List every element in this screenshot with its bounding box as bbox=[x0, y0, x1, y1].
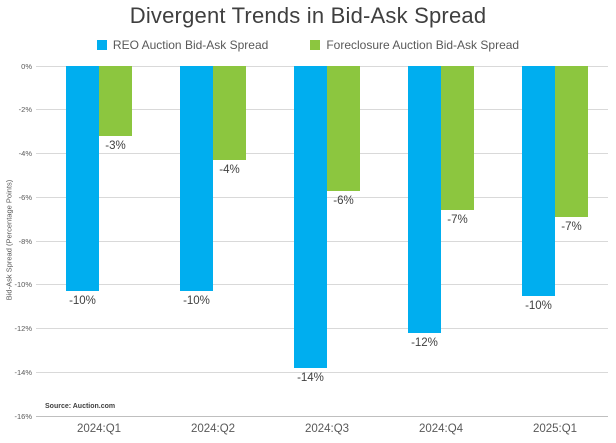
y-axis-tick-label: -6% bbox=[18, 192, 32, 202]
bar-foreclosure-2025q1 bbox=[555, 66, 588, 217]
bar-label-reo-2024q3: -14% bbox=[297, 371, 324, 384]
bar-label-foreclosure-2024q1: -3% bbox=[105, 140, 126, 152]
y-axis-tick-label: -8% bbox=[18, 236, 32, 246]
source-note: Source: Auction.com bbox=[45, 403, 116, 410]
x-axis-label-2024q2: 2024:Q2 bbox=[190, 423, 236, 435]
bar-reo-2024q1 bbox=[66, 66, 99, 292]
x-axis-label-2025q1: 2025:Q1 bbox=[532, 423, 578, 435]
bar-label-foreclosure-2024q4: -7% bbox=[447, 214, 468, 227]
gridline bbox=[36, 371, 608, 373]
bar-label-reo-2024q1: -10% bbox=[69, 295, 96, 308]
bar-label-reo-2024q4: -12% bbox=[411, 336, 438, 349]
y-axis-tick-label: -4% bbox=[18, 149, 32, 158]
y-axis-tick-label: -16% bbox=[14, 411, 32, 421]
legend-item-reo: REO Auction Bid-Ask Spread bbox=[96, 38, 269, 52]
legend: REO Auction Bid-Ask Spread Foreclosure A… bbox=[0, 38, 616, 52]
bar-foreclosure-2024q2 bbox=[213, 66, 246, 161]
legend-swatch-foreclosure-icon bbox=[310, 40, 321, 50]
bar-reo-2024q2 bbox=[180, 66, 213, 292]
x-axis-label-2024q1: 2024:Q1 bbox=[76, 423, 122, 435]
bar-label-foreclosure-2024q2: -4% bbox=[219, 164, 240, 177]
y-axis-tick-label: -12% bbox=[14, 324, 32, 333]
bar-label-reo-2024q2: -10% bbox=[183, 295, 210, 308]
legend-swatch-reo-icon bbox=[96, 40, 107, 50]
bar-reo-2024q4 bbox=[408, 66, 441, 333]
bar-foreclosure-2024q1 bbox=[99, 66, 132, 136]
bar-label-foreclosure-2025q1: -7% bbox=[561, 220, 582, 233]
legend-item-foreclosure: Foreclosure Auction Bid-Ask Spread bbox=[310, 38, 519, 52]
bar-label-reo-2025q1: -10% bbox=[525, 299, 552, 312]
x-axis-label-2024q4: 2024:Q4 bbox=[418, 423, 464, 435]
x-axis-line bbox=[36, 415, 608, 417]
bar-foreclosure-2024q4 bbox=[441, 66, 474, 211]
y-axis-tick-label: -14% bbox=[14, 367, 32, 377]
bar-reo-2024q3 bbox=[294, 66, 327, 368]
bar-label-foreclosure-2024q3: -6% bbox=[333, 194, 354, 207]
chart-title: Divergent Trends in Bid-Ask Spread bbox=[129, 3, 487, 28]
bar-reo-2025q1 bbox=[522, 66, 555, 296]
y-axis-tick-label: -10% bbox=[14, 280, 32, 290]
legend-label-reo: REO Auction Bid-Ask Spread bbox=[112, 38, 269, 52]
legend-label-foreclosure: Foreclosure Auction Bid-Ask Spread bbox=[326, 38, 520, 52]
y-axis-tick-label: -2% bbox=[18, 105, 32, 115]
y-axis-tick-label: 0% bbox=[21, 61, 32, 71]
bar-foreclosure-2024q3 bbox=[327, 66, 360, 191]
x-axis-label-2024q3: 2024:Q3 bbox=[304, 423, 350, 435]
